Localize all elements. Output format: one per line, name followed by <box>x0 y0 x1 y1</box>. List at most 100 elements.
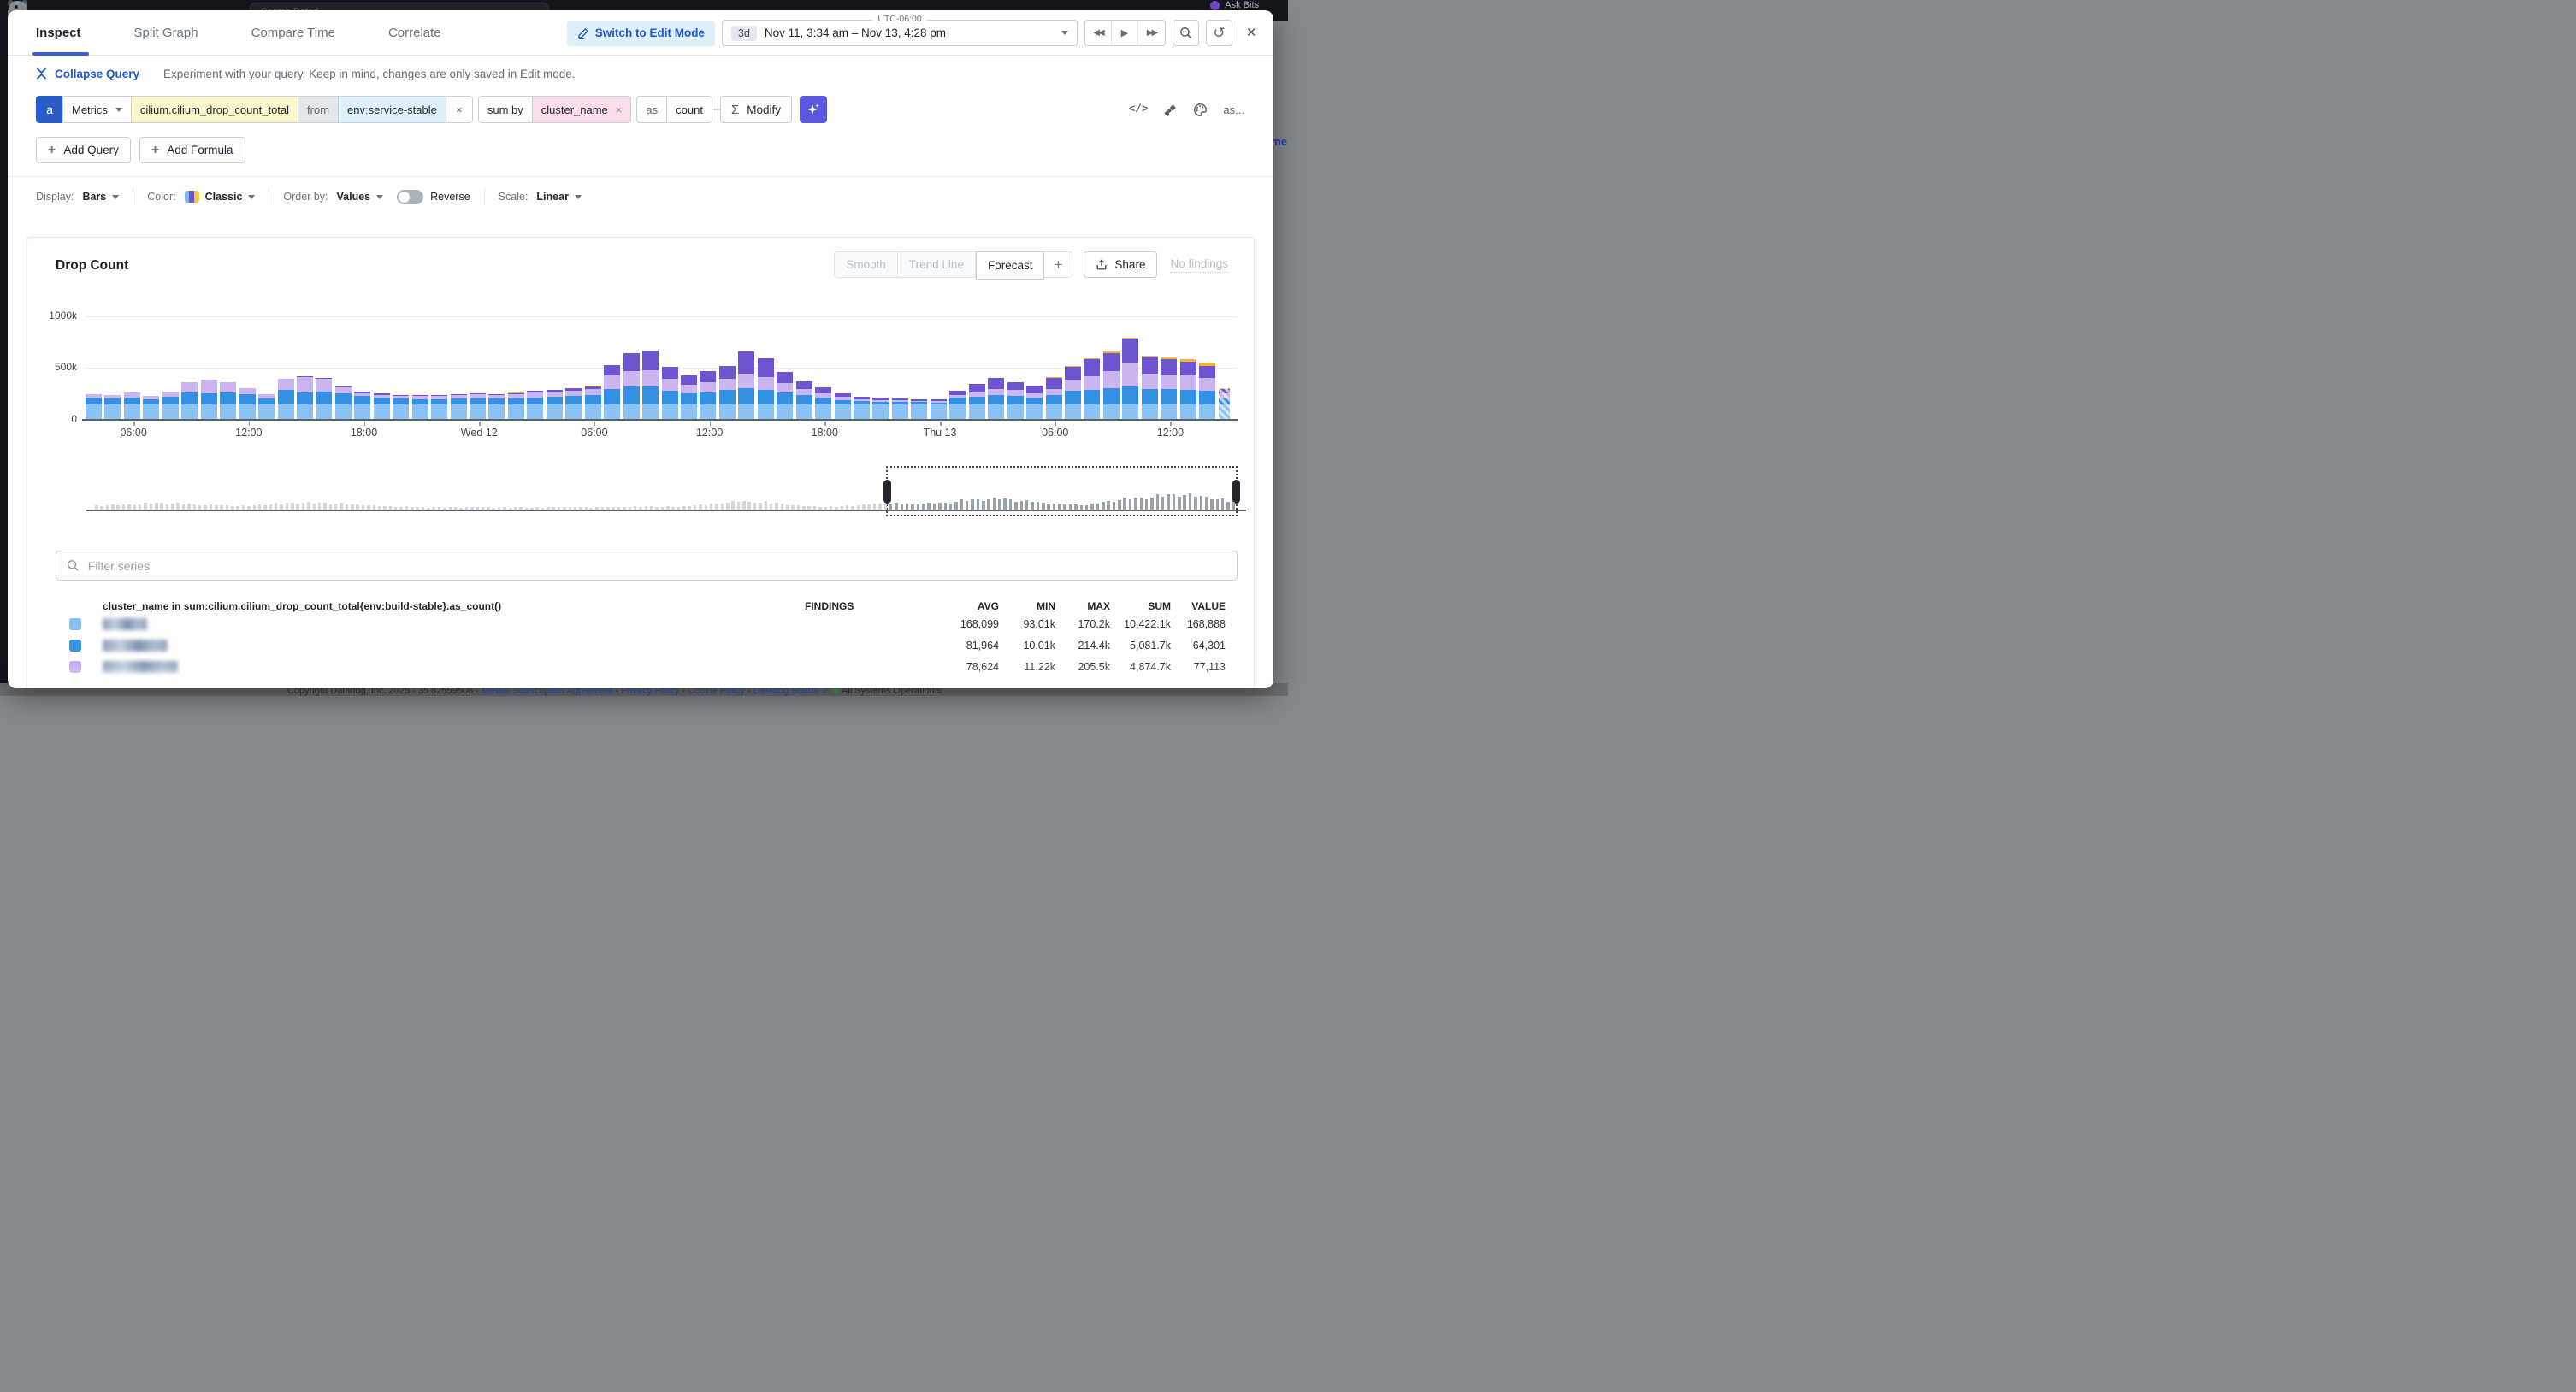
global-search-input[interactable]: Search Datad <box>250 3 549 10</box>
chart-bar[interactable] <box>1065 366 1081 420</box>
chart-bar[interactable] <box>1007 382 1024 420</box>
chart-bar[interactable] <box>86 394 102 420</box>
chart-bar[interactable] <box>872 398 889 420</box>
chart-bar[interactable] <box>316 378 332 420</box>
chart-bar[interactable] <box>1161 357 1177 420</box>
scale-dropdown[interactable]: Linear <box>536 191 582 203</box>
chart-bar[interactable] <box>1142 356 1158 420</box>
remove-filter-button[interactable]: × <box>446 96 473 123</box>
chart-bar[interactable] <box>201 380 217 420</box>
chart-bar[interactable] <box>969 384 985 420</box>
filter-series-input[interactable] <box>88 559 1226 573</box>
chart-bar[interactable] <box>1026 386 1043 420</box>
ask-bits-button[interactable]: Ask Bits <box>1210 0 1259 10</box>
order-by-dropdown[interactable]: Values <box>337 191 384 203</box>
group-by-pill[interactable]: cluster_name × <box>532 96 632 123</box>
brush-handle-right[interactable] <box>1232 480 1240 504</box>
column-min[interactable]: MIN <box>1037 600 1055 612</box>
chart-bar[interactable] <box>451 394 467 420</box>
tab-split-graph[interactable]: Split Graph <box>134 26 198 40</box>
chart-bar[interactable] <box>470 393 486 420</box>
chart-bar[interactable] <box>777 372 793 420</box>
chart-bar[interactable] <box>508 392 524 420</box>
switch-to-edit-mode-button[interactable]: Switch to Edit Mode <box>567 21 715 46</box>
chart-bar[interactable] <box>911 399 927 420</box>
tab-compare-time[interactable]: Compare Time <box>251 26 335 40</box>
chart-bar[interactable] <box>815 387 831 420</box>
chart-bar[interactable] <box>988 378 1004 420</box>
ai-assist-button[interactable] <box>800 96 827 123</box>
chart-bar[interactable] <box>642 351 659 420</box>
chart-bar[interactable] <box>278 379 294 420</box>
chart-bar[interactable] <box>892 398 908 420</box>
add-formula-button[interactable]: + Add Formula <box>139 137 245 163</box>
forecast-button[interactable]: Forecast <box>976 251 1045 280</box>
chart-bar[interactable] <box>162 392 179 420</box>
chart-bar[interactable] <box>547 390 563 420</box>
remove-group-icon[interactable]: × <box>616 103 623 116</box>
chart-bar[interactable] <box>124 392 140 420</box>
column-avg[interactable]: AVG <box>978 600 999 612</box>
chart-bar[interactable] <box>796 381 812 420</box>
brush-handle-left[interactable] <box>883 480 891 504</box>
chart-bar[interactable] <box>931 399 947 420</box>
code-view-icon[interactable]: </> <box>1129 103 1149 115</box>
time-back-button[interactable]: ◀◀ <box>1085 21 1112 45</box>
chart-bar[interactable] <box>354 392 370 420</box>
chart-bar[interactable] <box>393 395 409 420</box>
chart-bar[interactable] <box>181 382 198 420</box>
chart-bar[interactable] <box>623 353 640 420</box>
chart-bar[interactable] <box>854 397 870 420</box>
chart-bar[interactable] <box>431 395 447 420</box>
chart-bar[interactable] <box>412 395 428 420</box>
close-modal-button[interactable]: × <box>1239 20 1263 46</box>
chart-bar[interactable] <box>758 358 774 420</box>
chart-bar[interactable] <box>738 351 754 420</box>
column-max[interactable]: MAX <box>1087 600 1110 612</box>
chart-bar[interactable] <box>143 396 159 420</box>
column-value[interactable]: VALUE <box>1191 600 1226 612</box>
time-play-button[interactable]: ▶ <box>1112 21 1138 45</box>
chart-bar[interactable] <box>1103 351 1120 420</box>
metric-name-input[interactable]: cilium.cilium_drop_count_total <box>131 96 298 123</box>
chart-bar[interactable] <box>488 394 505 420</box>
add-query-button[interactable]: + Add Query <box>36 137 131 163</box>
filter-tag-pill[interactable]: env:service-stable <box>338 96 446 123</box>
series-row[interactable]: 168,099 93.01k 170.2k 10,422.1k 168,888 <box>27 615 1254 636</box>
data-source-dropdown[interactable]: Metrics <box>62 96 132 123</box>
column-sum[interactable]: SUM <box>1148 600 1171 612</box>
chart-bar[interactable] <box>239 388 256 420</box>
modify-button[interactable]: Σ Modify <box>720 96 792 123</box>
display-type-dropdown[interactable]: Bars <box>82 191 119 203</box>
chart-bar[interactable] <box>1046 377 1062 420</box>
chart-bar[interactable] <box>719 366 736 420</box>
zoom-out-button[interactable] <box>1173 20 1199 46</box>
share-button[interactable]: Share <box>1084 251 1157 278</box>
sum-by-label[interactable]: sum by <box>478 96 533 123</box>
add-analysis-button[interactable]: + <box>1044 252 1072 277</box>
chart-bar[interactable] <box>1084 358 1100 420</box>
chart-bar[interactable] <box>681 375 697 420</box>
chart-bar[interactable] <box>104 395 121 420</box>
color-palette-dropdown[interactable]: Classic <box>185 191 256 203</box>
tab-correlate[interactable]: Correlate <box>388 26 441 40</box>
chart-bar[interactable] <box>297 376 313 420</box>
chart-bar[interactable] <box>700 371 716 420</box>
rollup-count-segment[interactable]: count <box>666 96 712 123</box>
tab-inspect[interactable]: Inspect <box>36 26 81 40</box>
chart-bar[interactable] <box>949 391 966 420</box>
trend-line-button[interactable]: Trend Line <box>898 252 976 277</box>
timeline-minimap[interactable] <box>95 470 1238 510</box>
smooth-button[interactable]: Smooth <box>835 252 898 277</box>
chart-bar[interactable] <box>258 394 275 420</box>
chart-bar[interactable] <box>1199 363 1215 420</box>
time-forward-button[interactable]: ▶▶ <box>1138 21 1165 45</box>
refresh-button[interactable]: ↺ <box>1206 20 1232 46</box>
as-more-button[interactable]: as... <box>1223 103 1244 116</box>
chart-bar[interactable] <box>335 386 352 420</box>
chart-bar[interactable] <box>1180 359 1196 420</box>
series-row[interactable]: 78,624 11.22k 205.5k 4,874.7k 77,113 <box>27 658 1254 679</box>
series-row[interactable]: 81,964 10.01k 214.4k 5,081.7k 64,301 <box>27 636 1254 658</box>
reverse-toggle[interactable] <box>397 190 423 204</box>
chart-bar[interactable] <box>565 388 582 420</box>
